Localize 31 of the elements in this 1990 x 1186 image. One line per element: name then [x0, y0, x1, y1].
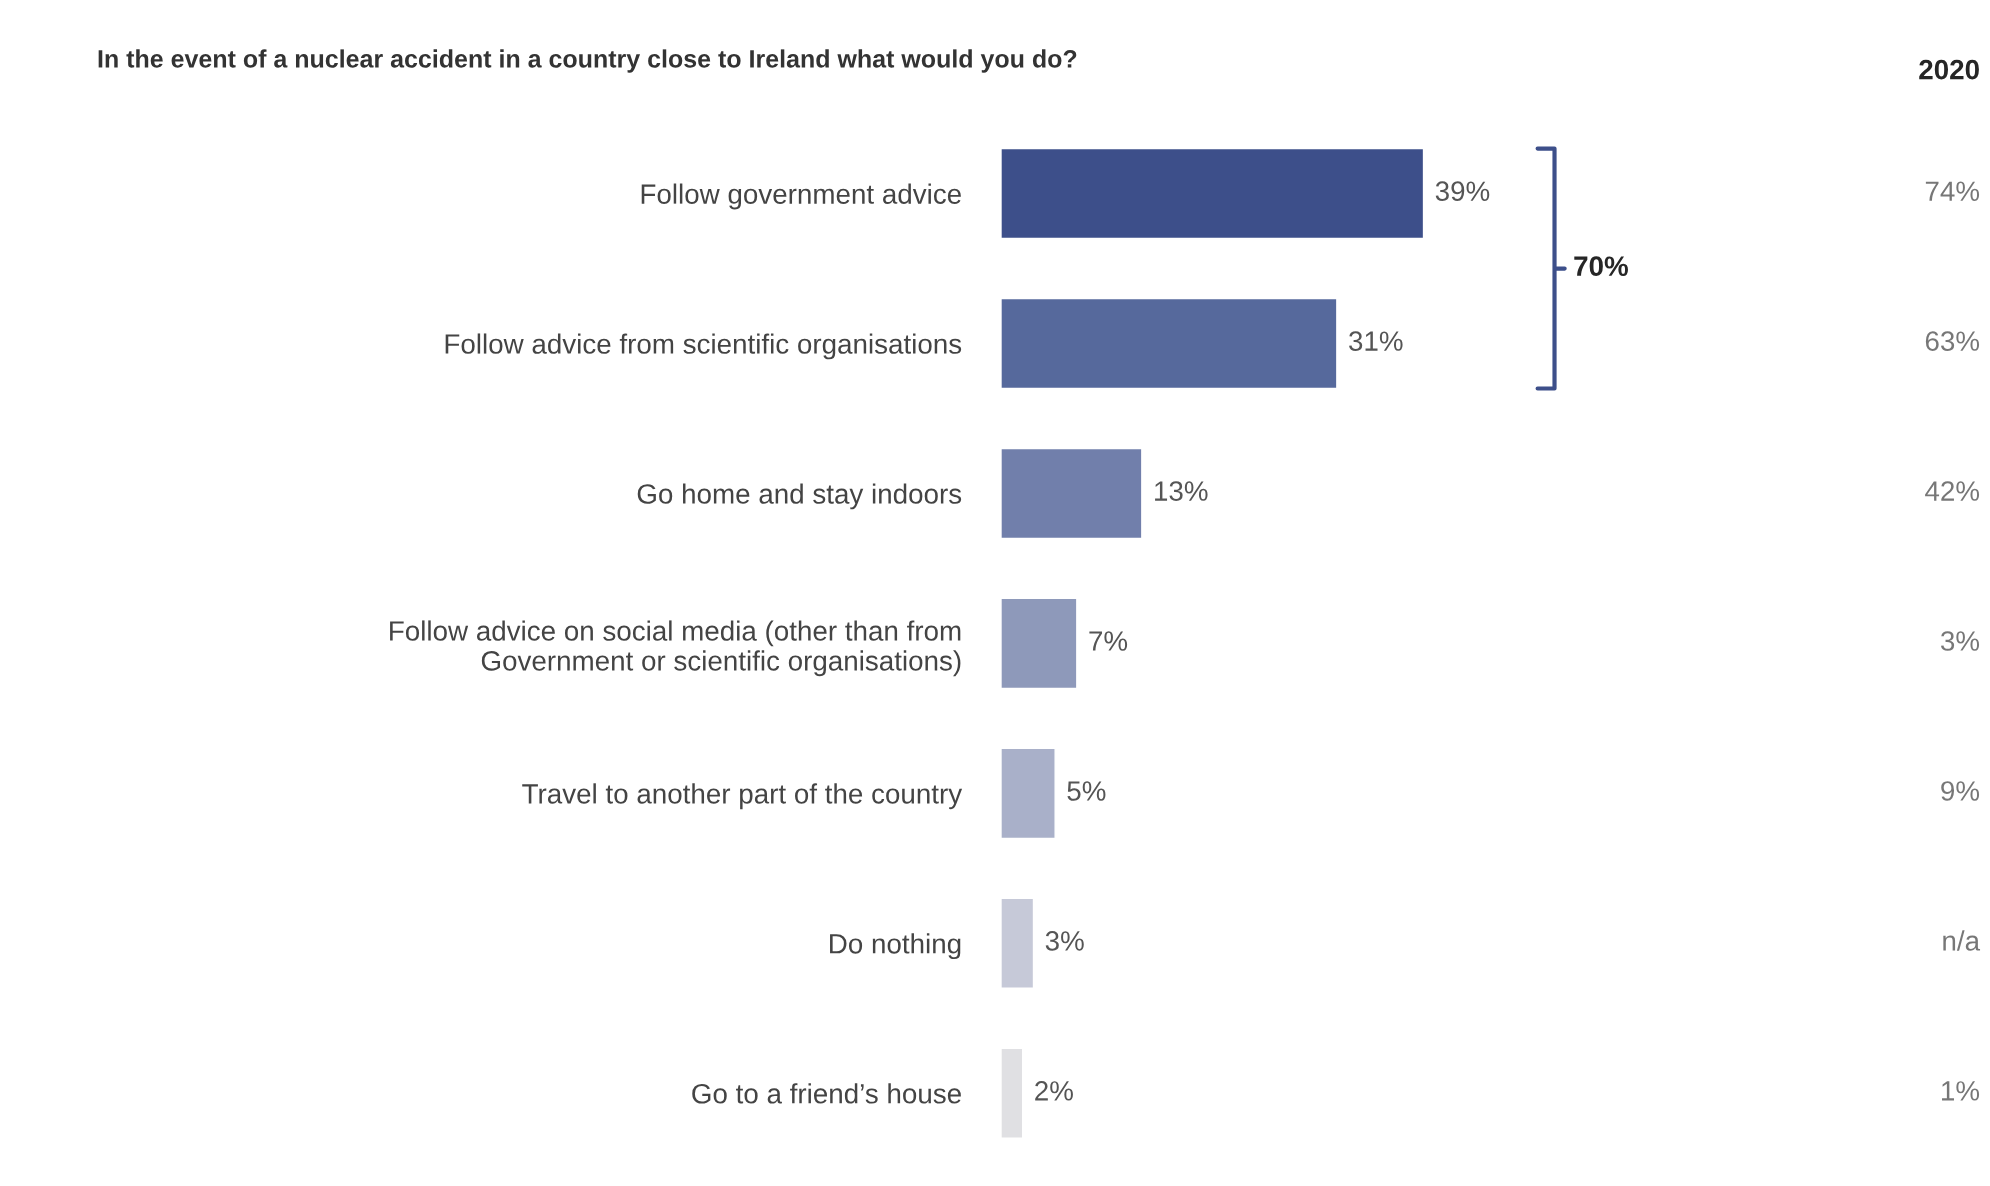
data-label: 7%: [1089, 631, 1128, 651]
y-tick-label: Travel to another part of the country: [522, 783, 963, 810]
text: In the event of a nuclear accident in a country close to Ireland what would you do?: [98, 49, 1077, 73]
text: 3%: [1940, 631, 1980, 651]
text: 70%: [1574, 256, 1628, 276]
text: 9%: [1941, 781, 1980, 801]
bar: [1001, 897, 1035, 989]
data-label: 13%: [1155, 481, 1208, 501]
y-tick-label: Go to a friend’s house: [692, 1083, 961, 1104]
data-label: 31%: [1349, 331, 1403, 351]
y-tick-label: Follow government advice: [641, 183, 961, 210]
data-label: 39%: [1435, 181, 1490, 202]
text: n/a: [1943, 930, 1981, 951]
bar: [1001, 597, 1078, 690]
y-tick-label: Do nothing: [830, 933, 961, 960]
y-tick-label: Go home and stay indoors: [637, 483, 962, 510]
y-tick-label: Follow advice from scientific organisations: [445, 333, 962, 360]
y-tick-label: Follow advice on social media (other than from Government or scientific organisations): [390, 620, 961, 677]
bar: [1001, 147, 1425, 240]
text: 63%: [1925, 331, 1980, 351]
text: 2020: [1919, 59, 1979, 80]
text: 74%: [1925, 181, 1980, 201]
data-label: 2%: [1035, 1081, 1073, 1101]
data-label: 5%: [1067, 781, 1106, 801]
bar: [1001, 297, 1338, 390]
bar: [1001, 747, 1056, 840]
text: 42%: [1925, 481, 1980, 501]
bar: [1001, 1047, 1024, 1139]
data-label: 3%: [1045, 931, 1084, 951]
bar: [1001, 447, 1143, 540]
text: 1%: [1942, 1081, 1980, 1101]
